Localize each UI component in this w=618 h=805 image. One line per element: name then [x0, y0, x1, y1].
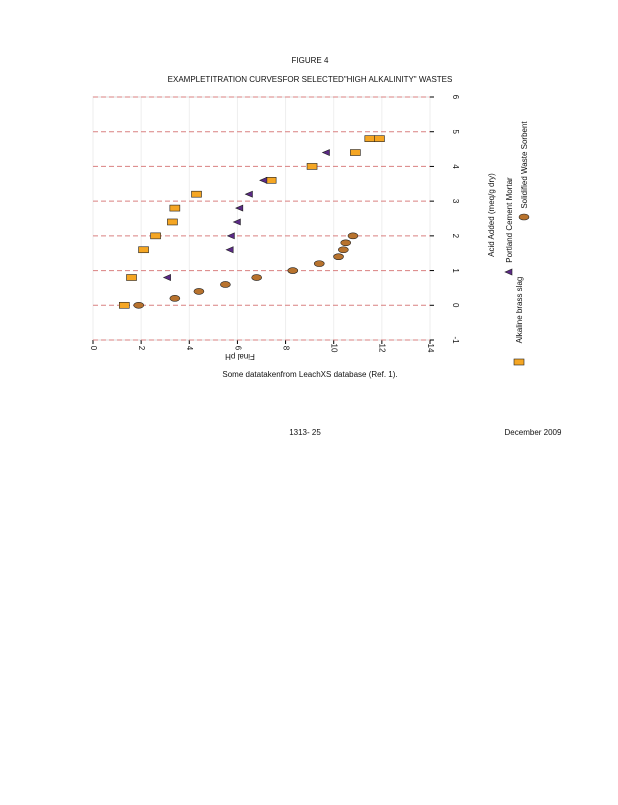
x-tick-label: 0 [89, 346, 98, 351]
point [138, 246, 149, 254]
x-tick-label: 14 [426, 344, 435, 353]
plot-frame [92, 96, 431, 341]
y-tick-label: 6 [451, 95, 460, 100]
point [191, 190, 202, 198]
x-tick-label: 2 [137, 346, 146, 351]
figure-title: EXAMPLETITRATION CURVESFOR SELECTED"HIGH… [168, 75, 453, 84]
point [364, 135, 376, 142]
y-tick-label: 3 [451, 199, 460, 204]
point [259, 176, 268, 184]
point [193, 288, 205, 295]
caption: Some datatakenfrom LeachXS database (Ref… [222, 370, 397, 379]
point [338, 246, 349, 254]
y-tick-label: 0 [451, 303, 460, 308]
x-axis-label: Final pH [225, 352, 255, 361]
point [235, 204, 244, 212]
point [306, 163, 318, 170]
y-tick-label: 2 [451, 234, 460, 239]
point [333, 253, 344, 260]
y-tick-label: -1 [451, 336, 460, 344]
point [321, 149, 330, 156]
point [244, 190, 253, 198]
legend-marker [504, 268, 513, 276]
point [169, 204, 181, 212]
point [347, 232, 359, 240]
legend-marker [513, 358, 525, 366]
y-axis-label: Acid Added (meq/g dry) [487, 173, 496, 257]
y-tick-label: 5 [451, 129, 460, 134]
point [265, 177, 277, 184]
legend-label: Solidified Waste Sorbent [520, 121, 529, 209]
point [313, 260, 325, 267]
page-number: 1313- 25 [289, 428, 321, 437]
date: December 2009 [505, 428, 562, 437]
x-tick-label: 6 [233, 346, 242, 351]
x-tick-label: 4 [185, 346, 194, 351]
point [287, 267, 299, 274]
point [118, 301, 130, 309]
point [167, 218, 178, 226]
point [133, 301, 145, 309]
point [374, 135, 385, 142]
point [251, 274, 262, 281]
point [150, 232, 161, 240]
figure-number: FIGURE 4 [292, 56, 329, 65]
x-tick-label: 12 [378, 344, 387, 353]
point [225, 246, 234, 254]
point [232, 218, 241, 226]
point [169, 295, 181, 302]
legend-label: Portland Cement Mortar [505, 177, 514, 263]
x-tick-label: 8 [281, 346, 290, 351]
legend-marker [518, 213, 530, 221]
y-tick-label: 4 [451, 164, 460, 169]
y-tick-label: 1 [451, 268, 460, 273]
x-tick-label: 10 [330, 344, 339, 353]
legend-label: Alkaline brass slag [515, 277, 524, 344]
point [340, 239, 352, 247]
point [162, 274, 171, 281]
point [350, 149, 361, 156]
point [126, 274, 137, 281]
point [226, 232, 235, 240]
point [220, 281, 231, 288]
